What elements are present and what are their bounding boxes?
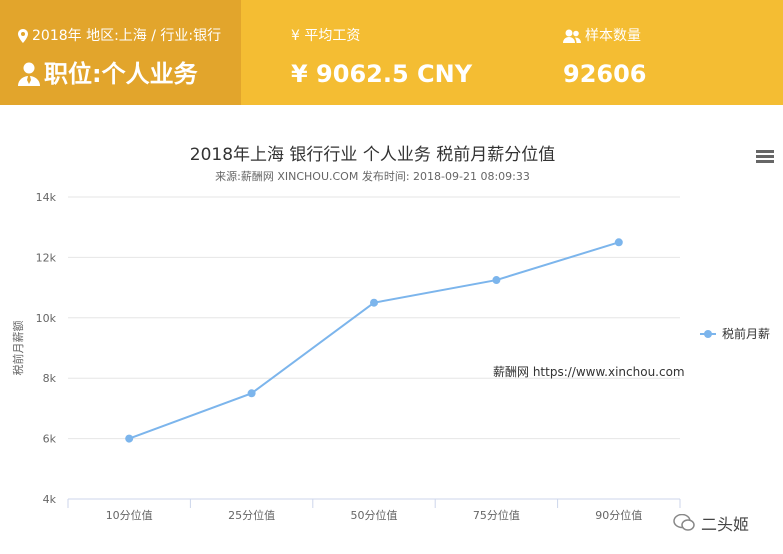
location-line: 2018年 地区:上海 / 行业:银行 [18, 26, 241, 46]
salary-value: ¥ 9062.5 CNY [291, 60, 473, 88]
brand-badge: 二头姬 [673, 511, 749, 535]
position-panel: 2018年 地区:上海 / 行业:银行 职位:个人业务 [0, 0, 241, 105]
data-point [125, 434, 134, 443]
users-icon [563, 29, 581, 43]
wechat-icon [673, 514, 695, 531]
menu-icon[interactable] [756, 150, 774, 164]
data-point [492, 276, 501, 285]
sample-block: 样本数量 92606 [563, 26, 647, 90]
brand-text: 二头姬 [701, 515, 750, 534]
x-tick-label: 90分位值 [595, 508, 642, 522]
location-icon [18, 29, 28, 43]
legend-marker [704, 330, 712, 338]
person-icon [18, 62, 40, 86]
sample-title: 样本数量 [585, 28, 641, 44]
y-tick-label: 12k [36, 251, 57, 264]
x-tick-label: 25分位值 [228, 508, 275, 522]
x-tick-label: 50分位值 [351, 508, 398, 522]
x-tick-label: 75分位值 [473, 508, 520, 522]
y-tick-label: 10k [36, 312, 57, 325]
y-tick-label: 6k [43, 433, 57, 446]
location-text: 2018年 地区:上海 / 行业:银行 [32, 28, 222, 44]
watermark: 薪酬网 https://www.xinchou.com [493, 365, 685, 379]
salary-block: ¥ 平均工资 ¥ 9062.5 CNY [291, 26, 472, 90]
salary-title: ¥ 平均工资 [291, 28, 361, 44]
summary-header: 2018年 地区:上海 / 行业:银行 职位:个人业务 ¥ 平均工资 ¥ 906… [0, 0, 783, 105]
position-title: 职位:个人业务 [18, 58, 241, 90]
sample-title-row: 样本数量 [563, 26, 647, 46]
x-tick-label: 10分位值 [106, 508, 153, 522]
series-line [128, 241, 620, 440]
position-text: 职位:个人业务 [44, 60, 198, 88]
sample-value: 92606 [563, 60, 647, 88]
y-axis-label: 税前月薪额 [11, 321, 25, 376]
y-tick-label: 14k [36, 191, 57, 204]
data-point [370, 298, 378, 307]
data-point [614, 238, 623, 247]
data-point [247, 389, 256, 398]
chart-subtitle: 来源:薪酬网 XINCHOU.COM 发布时间: 2018-09-21 08:0… [215, 170, 530, 183]
legend-label: 税前月薪 [722, 326, 770, 341]
stats-panel: ¥ 平均工资 ¥ 9062.5 CNY 样本数量 92606 [241, 0, 783, 105]
y-tick-label: 4k [43, 493, 57, 506]
chart-title: 2018年上海 银行行业 个人业务 税前月薪分位值 [189, 145, 556, 165]
y-tick-label: 8k [43, 372, 57, 385]
